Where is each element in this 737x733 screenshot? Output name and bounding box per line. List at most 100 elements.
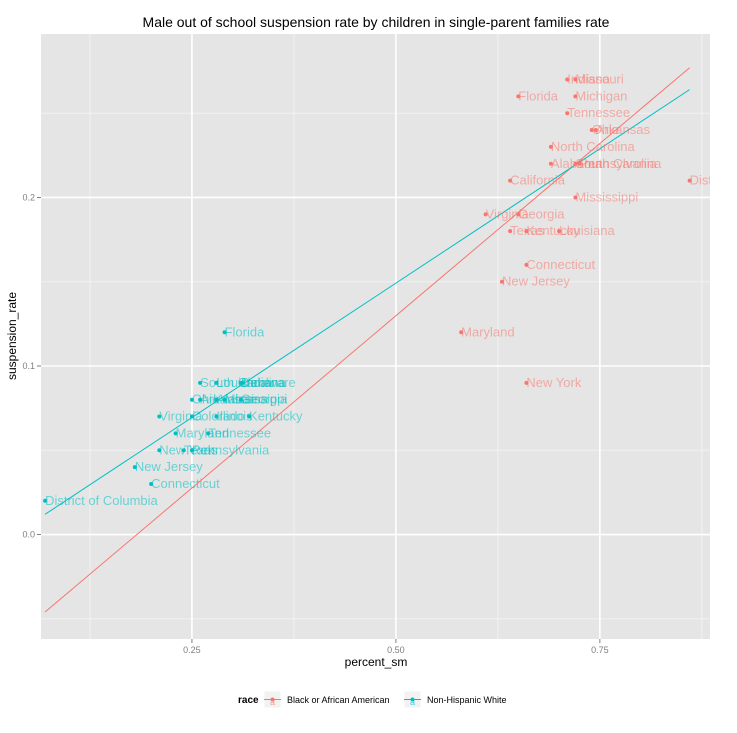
data-point-black: [483, 212, 488, 217]
legend-label-white: Non-Hispanic White: [427, 695, 507, 705]
point-label: District of Columbia: [45, 493, 158, 508]
point-label: Mississippi: [225, 392, 288, 407]
point-label: Tennessee: [208, 425, 271, 440]
point-label: Indiana: [567, 72, 610, 87]
data-point-white: [198, 380, 203, 385]
fit-line-black: [44, 67, 690, 613]
data-point-white: [157, 414, 162, 419]
data-point-black: [573, 94, 578, 99]
data-point-black: [573, 77, 578, 82]
data-point-white: [222, 330, 227, 335]
point-label: Louisiana: [559, 223, 615, 238]
data-point-black: [524, 380, 529, 385]
data-point-black: [565, 111, 570, 116]
point-label: North Carolina: [551, 139, 636, 154]
point-label: Virginia: [159, 409, 203, 424]
point-label: New Jersey: [135, 459, 203, 474]
data-point-black: [548, 144, 553, 149]
plot-panel: [41, 34, 710, 639]
legend-key-symbol: a: [410, 697, 415, 707]
data-point-black: [548, 161, 553, 166]
data-point-white: [214, 397, 219, 402]
point-label: Illinois: [216, 409, 253, 424]
point-label: Florida: [518, 88, 559, 103]
data-point-white: [189, 448, 194, 453]
point-label: Missouri: [575, 72, 624, 87]
point-label: Michigan: [575, 88, 627, 103]
point-label: Pennsylvania: [579, 156, 657, 171]
point-label: Pennsylvania: [192, 442, 270, 457]
point-label: Kentucky: [249, 409, 303, 424]
legend: race a Black or African American a Non-Hisp…: [238, 690, 507, 709]
data-point-black: [516, 212, 521, 217]
point-label: Arkansas: [200, 392, 255, 407]
point-label: Kentucky: [526, 223, 580, 238]
data-point-black: [557, 229, 562, 234]
point-label: Connecticut: [526, 257, 595, 272]
point-label: Delaware: [241, 375, 296, 390]
data-point-black: [593, 128, 598, 133]
point-label: Ohio: [192, 392, 219, 407]
x-axis-label: percent_sm: [345, 655, 408, 669]
point-label: New York: [159, 442, 214, 457]
data-point-black: [589, 128, 594, 133]
y-axis: 0.0 0.1 0.2: [22, 192, 41, 540]
data-point-black: [573, 195, 578, 200]
chart-title: Male out of school suspension rate by ch…: [143, 14, 610, 30]
legend-key-symbol: a: [270, 697, 275, 707]
data-point-white: [238, 397, 243, 402]
data-point-white: [189, 414, 194, 419]
data-point-white: [206, 431, 211, 436]
point-label: Mississippi: [575, 189, 638, 204]
y-tick-label: 0.0: [22, 530, 35, 540]
point-label: Connecticut: [151, 476, 220, 491]
point-label: Maryland: [176, 425, 229, 440]
data-point-black: [499, 279, 504, 284]
data-point-white: [240, 380, 245, 385]
point-label: South Carolina: [575, 156, 662, 171]
data-point-black: [516, 94, 521, 99]
data-point-black: [508, 229, 513, 234]
legend-key-black: a: [263, 690, 282, 709]
point-label: Ohio: [592, 122, 619, 137]
data-point-white: [157, 448, 162, 453]
y-tick-label: 0.1: [22, 361, 35, 371]
major-gridlines: [41, 34, 710, 639]
data-point-white: [214, 380, 219, 385]
data-point-white: [43, 498, 48, 503]
fit-lines: [44, 67, 690, 613]
x-tick-label: 0.75: [591, 645, 609, 655]
legend-label-black: Black or African American: [287, 695, 390, 705]
data-point-white: [189, 397, 194, 402]
x-tick-label: 0.50: [387, 645, 405, 655]
point-label: Georgia: [241, 392, 288, 407]
x-tick-label: 0.25: [183, 645, 201, 655]
data-point-black: [573, 161, 578, 166]
data-points: [43, 77, 692, 503]
data-point-white: [222, 397, 227, 402]
data-point-black: [577, 161, 582, 166]
data-point-white: [149, 481, 154, 486]
data-point-white: [173, 431, 178, 436]
point-label: Florida: [225, 324, 266, 339]
data-point-black: [524, 262, 529, 267]
data-point-black: [459, 330, 464, 335]
point-label: California: [510, 173, 566, 188]
fit-line-white: [44, 89, 690, 515]
point-label: Maryland: [461, 324, 514, 339]
data-point-black: [508, 178, 513, 183]
point-label: Arkansas: [596, 122, 651, 137]
point-label: Indiana: [243, 375, 286, 390]
y-axis-label: suspension_rate: [5, 292, 19, 380]
data-point-white: [198, 397, 203, 402]
data-point-black: [687, 178, 692, 183]
point-label: Texas: [184, 442, 218, 457]
data-point-white: [181, 448, 186, 453]
x-axis: 0.25 0.50 0.75: [183, 639, 609, 655]
point-label: Virginia: [486, 206, 530, 221]
legend-key-white: a: [403, 690, 422, 709]
data-point-white: [132, 465, 137, 470]
